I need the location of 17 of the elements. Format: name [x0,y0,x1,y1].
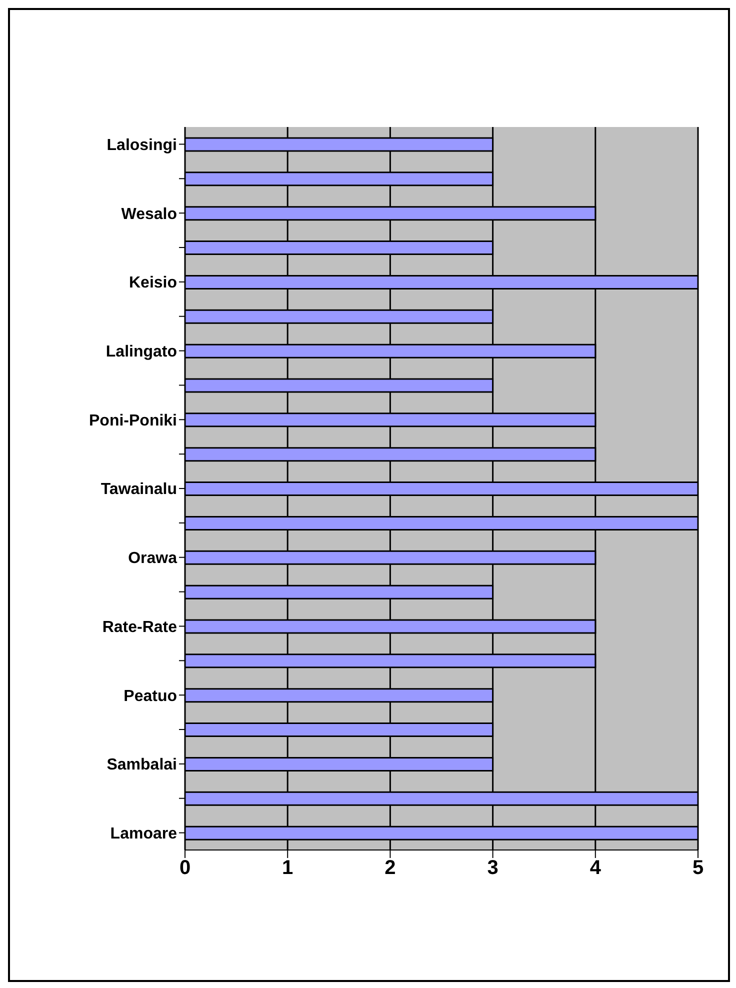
y-tick-label: Poni-Poniki [89,412,177,430]
y-tick-label: Sambalai [106,756,177,774]
y-tick-label: Wesalo [121,206,178,223]
x-tick-label: 2 [384,857,396,880]
y-tick-label: Orawa [128,550,178,568]
y-tick-label: Keisio [128,274,178,292]
x-tick-label: 1 [282,857,294,880]
y-tick-label: Lamoare [110,825,178,842]
y-tick-label: Peatuo [124,688,178,705]
x-tick-label: 3 [487,857,498,880]
y-tick-label: Rate-Rate [102,618,178,636]
y-tick-label: Lalosingi [106,136,177,154]
y-tick-label: Lalingato [106,343,178,360]
x-tick-label: 0 [179,857,191,880]
x-tick-label: 4 [590,857,602,880]
y-tick-label: Tawainalu [100,481,177,498]
x-tick-label: 5 [692,857,704,880]
